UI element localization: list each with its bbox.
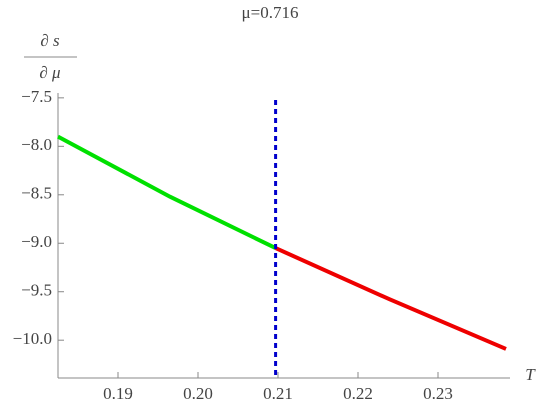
- x-tick-label: 0.22: [343, 384, 373, 403]
- y-tick-label: −9.5: [21, 281, 52, 300]
- y-label: ∂ μ: [39, 63, 60, 82]
- line-series: [274, 246, 507, 351]
- y-tick-label: −8.5: [21, 184, 52, 203]
- x-label: T: [525, 365, 536, 384]
- y-tick-label: −10.0: [13, 329, 52, 348]
- x-tick-label: 0.23: [423, 384, 453, 403]
- y-tick-label: −7.5: [21, 87, 52, 106]
- chart-title: μ=0.716: [242, 3, 299, 22]
- y-tick-label: −8.0: [21, 135, 52, 154]
- x-tick-label: 0.21: [263, 384, 293, 403]
- line-series: [57, 134, 277, 250]
- x-tick-label: 0.20: [183, 384, 213, 403]
- y-tick-label: −9.0: [21, 232, 52, 251]
- x-tick-label: 0.19: [103, 384, 133, 403]
- y-label: ∂ s: [40, 31, 60, 50]
